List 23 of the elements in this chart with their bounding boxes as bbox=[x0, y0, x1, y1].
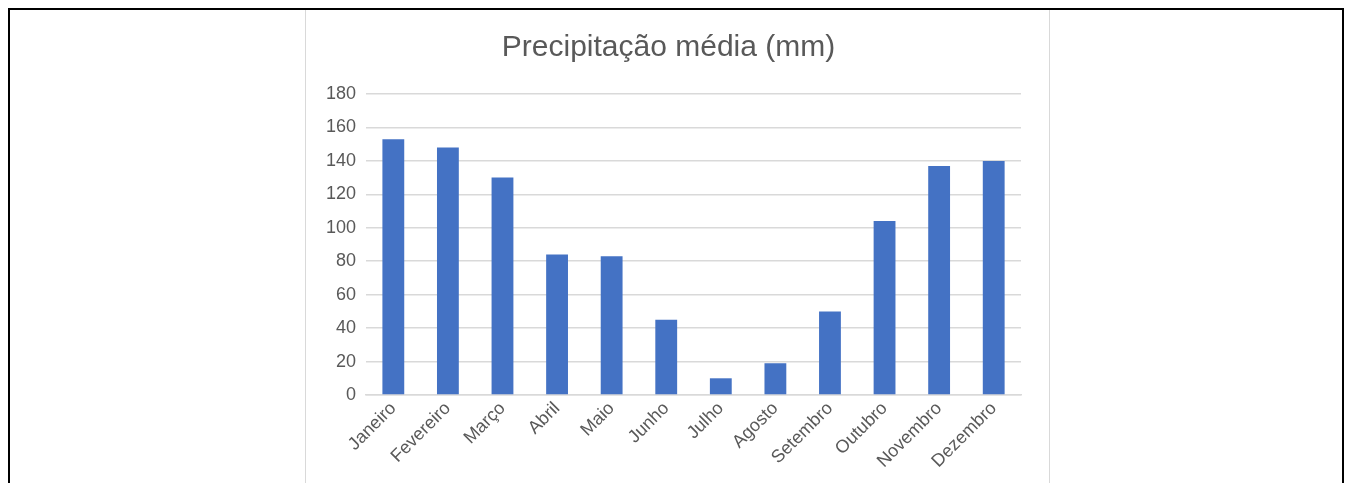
y-tick-label: 100 bbox=[325, 216, 357, 237]
y-tick-label: 180 bbox=[325, 82, 357, 103]
y-tick-label: 80 bbox=[336, 250, 357, 271]
bar bbox=[928, 165, 951, 395]
chart-title: Precipitação média (mm) bbox=[501, 29, 836, 63]
y-tick-label: 0 bbox=[346, 383, 357, 404]
bar bbox=[873, 221, 896, 395]
y-tick-label: 120 bbox=[325, 183, 357, 204]
bar bbox=[764, 363, 787, 395]
bar bbox=[819, 311, 841, 395]
y-tick-label: 20 bbox=[336, 350, 357, 371]
bar bbox=[382, 139, 405, 395]
bar bbox=[709, 378, 732, 395]
y-tick-label: 60 bbox=[336, 283, 357, 304]
bar bbox=[546, 254, 568, 395]
y-tick-label: 140 bbox=[325, 149, 357, 170]
bar bbox=[436, 147, 459, 395]
bar bbox=[655, 319, 678, 395]
bar bbox=[982, 160, 1005, 395]
bar bbox=[491, 177, 514, 395]
y-tick-label: 40 bbox=[336, 317, 357, 338]
y-tick-label: 160 bbox=[325, 116, 357, 137]
bar bbox=[600, 256, 623, 395]
